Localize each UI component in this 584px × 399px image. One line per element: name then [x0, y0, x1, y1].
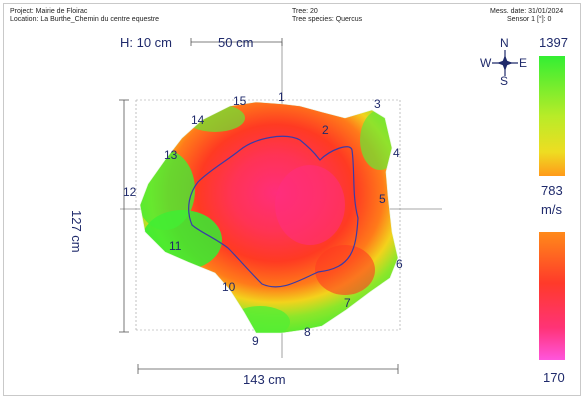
sensor-3: 3 [374, 97, 381, 111]
horizontal-dimension-label: 143 cm [243, 372, 286, 387]
sensor-8: 8 [304, 325, 311, 339]
sensor-6: 6 [396, 257, 403, 271]
sensor-5: 5 [379, 192, 386, 206]
sensor-14: 14 [191, 113, 205, 127]
contour-line [188, 135, 359, 288]
scale-max-label: 1397 [539, 35, 568, 50]
compass-icon [492, 50, 518, 76]
scale-unit-label: m/s [541, 202, 562, 217]
sensor-12: 12 [123, 185, 137, 199]
sensor-text: Sensor 1 [°]: 0 [507, 16, 552, 23]
sensor-13: 13 [164, 148, 178, 162]
compass-north: N [500, 36, 509, 50]
sensor-10: 10 [222, 280, 236, 294]
tree-text: Tree: 20 [292, 8, 318, 15]
sensor-9: 9 [252, 334, 259, 348]
location-text: Location: La Burthe_Chemin du centre equ… [10, 16, 160, 23]
sensor-11: 11 [169, 239, 182, 253]
scale-mid-label: 783 [541, 183, 563, 198]
height-label: H: 10 cm [120, 35, 173, 50]
scale-min-label: 170 [543, 370, 565, 385]
vertical-dimension-label: 127 cm [69, 210, 84, 253]
report-frame [3, 3, 581, 396]
color-scale-top [539, 56, 565, 176]
sensor-4: 4 [393, 146, 400, 160]
compass-east: E [519, 56, 528, 70]
project-text: Project: Mairie de Floirac [10, 8, 88, 15]
color-scale-bottom [539, 232, 565, 360]
sensor-1: 1 [278, 90, 285, 104]
date-text: Mess. date: 31/01/2024 [490, 8, 564, 15]
tomogram-shape [140, 102, 398, 333]
dimension-lines [119, 38, 399, 374]
sensor-2: 2 [322, 123, 329, 137]
sensor-7: 7 [344, 296, 351, 310]
compass-south: S [500, 74, 509, 88]
tree-outline [139, 101, 399, 334]
sensor-15: 15 [233, 94, 247, 108]
scale-label-50cm: 50 cm [218, 35, 254, 50]
species-text: Tree species: Quercus [292, 16, 363, 23]
compass-west: W [480, 56, 492, 70]
